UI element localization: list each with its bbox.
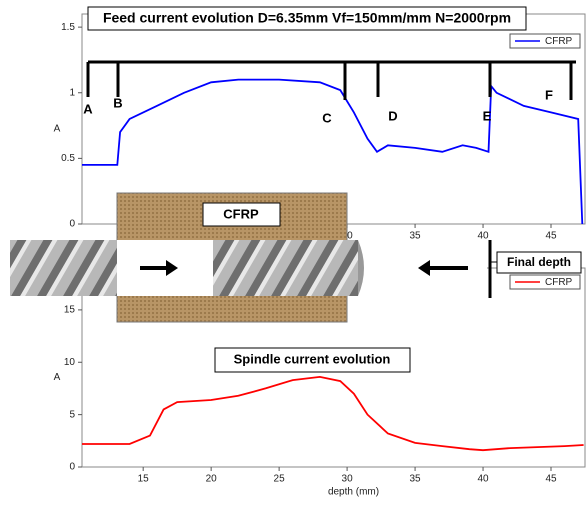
x-tick-label: 35 [410,474,422,485]
y-axis-label: A [54,372,61,383]
annotation: Spindle current evolution [234,351,391,366]
series-line [82,78,584,225]
stage-label: A [83,101,93,116]
arrow-head [166,260,178,276]
legend-label: CFRP [545,277,573,288]
legend-box [509,274,581,290]
annotation-box [214,347,411,373]
x-tick-label: 45 [545,474,557,485]
x-axis-label: depth (mm) [328,487,379,498]
y-tick-label: 0 [69,462,75,473]
final-depth-box [496,251,582,274]
legend-label: CFRP [545,36,573,47]
y-axis-label: A [54,124,61,135]
y-tick-label: 0 [69,219,75,230]
y-tick-label: 5 [69,409,75,420]
y-tick-label: 0.5 [61,153,75,164]
x-tick-label: 15 [138,474,150,485]
x-tick-label: 45 [545,231,557,242]
title-box [87,6,527,31]
stage-label: E [483,108,492,123]
y-tick-label: 15 [64,305,76,316]
drill-inside [213,240,358,296]
drill-tip [358,240,364,296]
series-line [82,375,584,452]
x-tick-label: 20 [206,474,218,485]
material-label: CFRP [223,206,259,221]
chart-title: Feed current evolution D=6.35mm Vf=150mm… [103,10,511,26]
legend-box [509,33,581,49]
arrow-head [418,260,430,276]
x-tick-label: 30 [342,474,354,485]
plot-frame [81,13,586,225]
stage-label: D [388,108,397,123]
drill-left [10,240,117,296]
x-tick-label: 40 [477,474,489,485]
x-tick-label: 35 [410,231,422,242]
material-box [202,202,281,227]
drilling-diagram: CFRP Final depth A B C D E F [10,60,582,323]
final-depth-label: Final depth [507,255,571,269]
stage-label: F [545,87,553,102]
y-tick-label: 10 [64,357,76,368]
stage-label: B [113,95,122,110]
y-tick-label: 1.5 [61,22,75,33]
y-tick-label: 1 [69,87,75,98]
x-tick-label: 25 [274,474,286,485]
stage-markers: A B C D E F [83,62,573,125]
stage-label: C [322,110,332,125]
x-tick-label: 40 [477,231,489,242]
